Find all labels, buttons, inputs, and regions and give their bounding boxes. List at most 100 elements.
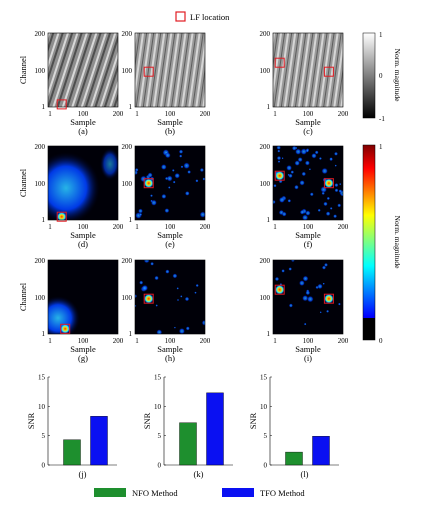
panel-e-speckle [199, 211, 205, 218]
panel-i-frame [272, 259, 344, 335]
y-tick-label: 15 [154, 374, 162, 382]
panel-d-caption: (d) [78, 239, 88, 249]
panel-b-frame [134, 32, 206, 108]
panel-c-xlabel: Sample [295, 117, 321, 127]
panel-c-caption: (c) [303, 126, 313, 136]
lf-location-marker [60, 323, 71, 334]
panel-f-xtick: 100 [303, 223, 314, 231]
panel-h-speckle [156, 329, 163, 334]
panel-c-ytick: 100 [260, 67, 271, 75]
panel-h-frame [134, 259, 206, 335]
tfo-legend-label: TFO Method [260, 488, 305, 498]
tfo-legend-swatch [222, 488, 254, 497]
y-tick-label: 5 [158, 432, 162, 440]
panel-e: 200 100 11 100 200 Sample(e) [122, 143, 211, 249]
panel-e-speckle [172, 180, 176, 184]
panel-f-speckle [337, 203, 342, 208]
lf-location-marker [143, 293, 154, 304]
panel-h-speckle [143, 260, 150, 264]
panel-d-xtick: 200 [113, 223, 124, 231]
y-tick-label: 5 [264, 432, 268, 440]
panel-f-speckle [276, 146, 281, 150]
panel-e-speckle [195, 179, 199, 183]
panel-a-ytick: 100 [35, 67, 46, 75]
panel-i-hotspot-2 [323, 293, 334, 304]
panel-h: 200 100 11 100 200 Sample(h) [122, 257, 211, 363]
panel-h-image [135, 260, 205, 334]
panel-i-ytick: 100 [260, 294, 271, 302]
panel-b-xtick: 1 [135, 110, 139, 118]
panel-a-xtick: 1 [48, 110, 52, 118]
panel-f-speckle [317, 208, 321, 212]
panel-i-xtick: 200 [338, 337, 349, 345]
snr-chart-j: 0 5 10 15 SNR (j) [26, 374, 117, 479]
panel-c-xtick: 100 [303, 110, 314, 118]
lf-location-marker [274, 284, 285, 295]
y-tick-label: 10 [260, 403, 268, 411]
tfo-snr-bar [312, 436, 330, 466]
panel-d-response-blob [48, 152, 100, 220]
panel-a-ytick: 200 [35, 30, 46, 38]
panel-e-speckle [150, 199, 157, 206]
panel-e-speckle [160, 164, 167, 170]
panel-i-speckle [302, 295, 309, 302]
panel-i-speckle [288, 267, 292, 271]
panel-i-speckle [326, 309, 330, 313]
lf-location-marker [274, 57, 285, 68]
panel-a-image [48, 33, 118, 107]
panel-e-speckle [161, 193, 167, 199]
panel-f-speckle [309, 192, 314, 197]
panel-i-speckle [303, 322, 307, 326]
panel-a-frame [47, 32, 119, 108]
lf-location-marker [323, 178, 334, 189]
panel-g-xtick: 200 [113, 337, 124, 345]
panel-d-frame [47, 145, 119, 221]
panel-f-speckle [273, 199, 276, 205]
panel-b-ytick: 1 [129, 103, 133, 111]
panel-e-xlabel: Sample [157, 230, 183, 240]
panel-a-texture [48, 33, 118, 107]
tfo-snr-bar [90, 416, 108, 466]
panel-h-speckle [135, 294, 138, 299]
panel-i-speckle [288, 303, 293, 308]
panel-h-ytick: 100 [122, 294, 133, 302]
panel-f-speckle [334, 188, 339, 193]
panel-c-texture [273, 33, 343, 107]
panel-i: 200 100 11 100 200 Sample(i) [260, 257, 349, 363]
panel-h-speckle [195, 283, 199, 288]
panel-f-xlabel: Sample [295, 230, 321, 240]
panel-h-speckle [139, 280, 144, 285]
panel-e-ytick: 100 [122, 180, 133, 188]
y-tick-label: 10 [154, 403, 162, 411]
panel-f-speckle [333, 214, 338, 219]
panel-d-ytick: 200 [35, 143, 46, 151]
panel-g-ytick: 1 [42, 330, 46, 338]
panel-e-hotspot-1 [143, 178, 154, 189]
panel-f-speckle [299, 209, 305, 215]
panel-e-speckle [166, 175, 173, 182]
snr-caption: (l) [300, 469, 308, 479]
panel-h-xtick: 200 [200, 337, 211, 345]
snr-caption: (k) [194, 469, 204, 479]
lf-location-marker [274, 170, 285, 181]
panel-g-hotspot-1 [60, 323, 71, 334]
panel-f-speckle [326, 196, 330, 201]
panel-g-ylabel: Channel [18, 282, 28, 311]
panel-d: 200 100 11 100 200 Sample Channel (d) [18, 143, 124, 249]
panel-e-speckle [174, 172, 181, 179]
panel-f-speckle [339, 183, 342, 186]
snr-ylabel: SNR [248, 412, 258, 429]
panel-h-speckle [141, 284, 149, 292]
colorbar-gray-bar [362, 32, 376, 119]
panel-i-xlabel: Sample [295, 344, 321, 354]
panel-a-xlabel: Sample [70, 117, 96, 127]
colorbar-jet-tick-top: 1 [379, 143, 383, 151]
colorbar-gray-tick-bottom: -1 [379, 115, 385, 123]
panel-h-ytick: 200 [122, 257, 133, 265]
panel-c-frame [272, 32, 344, 108]
panel-e-speckle [178, 149, 184, 154]
panel-h-speckle [176, 298, 180, 302]
nfo-snr-bar [63, 439, 81, 466]
snr-ylabel: SNR [142, 412, 152, 429]
